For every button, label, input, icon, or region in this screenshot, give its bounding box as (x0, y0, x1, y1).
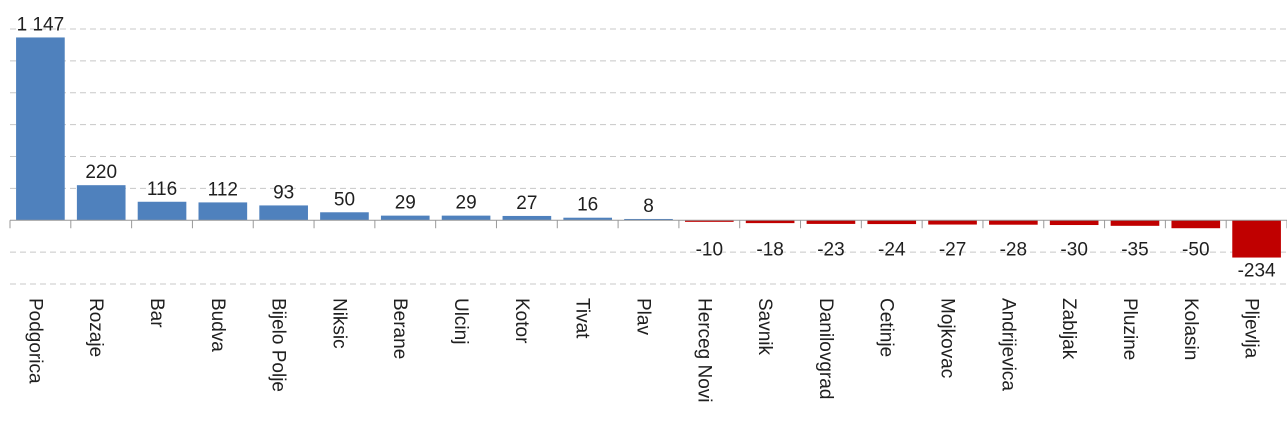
x-tick-label: Mojkovac (937, 298, 958, 378)
x-tick-label: Cetinje (876, 298, 897, 357)
bar (1171, 220, 1221, 229)
bar (1232, 220, 1281, 258)
x-tick-label: Tivat (572, 298, 593, 339)
bar (1049, 220, 1099, 226)
value-label: 16 (577, 195, 598, 216)
value-label: -35 (1121, 239, 1148, 260)
value-label: 8 (643, 196, 654, 217)
bar (624, 218, 673, 221)
bar (806, 220, 856, 224)
bar (502, 215, 552, 221)
bar (1110, 220, 1160, 226)
bar (989, 220, 1038, 225)
bar (198, 202, 248, 221)
value-label: -234 (1238, 261, 1276, 282)
bar (684, 220, 734, 222)
value-label: -27 (939, 239, 966, 260)
x-tick-label: Bar (146, 298, 167, 328)
x-tick-label: Podgorica (24, 298, 45, 384)
value-label: 220 (85, 162, 117, 183)
bar (76, 185, 126, 221)
value-label: 29 (395, 193, 416, 214)
value-label: -24 (878, 239, 906, 260)
value-label: -18 (756, 239, 783, 260)
x-tick-label: Berane (389, 298, 410, 359)
x-tick-label: Budva (207, 298, 228, 352)
bar (380, 215, 430, 221)
x-tick-label: Herceg Novi (693, 298, 714, 403)
value-label: -28 (1000, 239, 1027, 260)
value-label: 116 (147, 179, 177, 200)
value-label: -10 (696, 239, 723, 260)
bar (320, 212, 369, 221)
x-tick-label: Savnik (754, 298, 775, 356)
x-tick-label: Kotor (511, 298, 532, 344)
x-tick-label: Bijelo Polje (268, 298, 289, 392)
x-tick-label: Kolasin (1180, 298, 1201, 360)
value-label: -30 (1060, 239, 1087, 260)
x-tick-label: Zabljak (1058, 298, 1079, 360)
value-label: 29 (456, 193, 477, 214)
x-tick-label: Rozaje (85, 298, 106, 357)
bar (745, 220, 795, 224)
x-tick-label: Plav (632, 298, 653, 335)
bar (16, 37, 65, 221)
value-label: 50 (334, 189, 355, 210)
bar (259, 205, 308, 221)
value-label: 112 (208, 179, 238, 200)
x-tick-label: Danilovgrad (815, 298, 836, 399)
bar (137, 201, 187, 221)
bar (867, 220, 917, 225)
x-tick-label: Andrijevica (997, 298, 1018, 391)
bar (441, 215, 491, 221)
value-label: 27 (516, 193, 537, 214)
x-tick-label: Niksic (328, 298, 349, 349)
x-tick-label: Ulcinj (450, 298, 471, 344)
bar (563, 217, 613, 221)
value-label: 93 (273, 182, 294, 203)
x-tick-label: Pluzine (1119, 298, 1140, 360)
bar (928, 220, 977, 225)
value-label: -50 (1182, 239, 1209, 260)
value-label: -23 (817, 239, 844, 260)
x-tick-label: Pljevlja (1241, 298, 1262, 359)
value-label: 1 147 (17, 14, 65, 35)
